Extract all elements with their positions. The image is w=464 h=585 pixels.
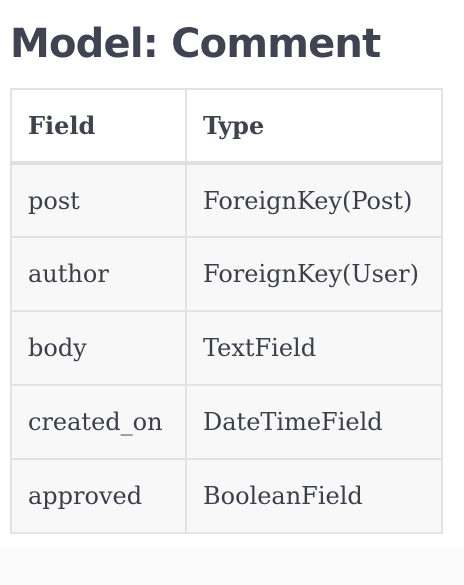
field-type-cell: BooleanField	[185, 458, 443, 534]
field-type-cell: TextField	[185, 310, 443, 386]
field-type-cell: ForeignKey(User)	[185, 236, 443, 312]
model-fields-table: Field Type post ForeignKey(Post) author …	[10, 88, 443, 534]
table-row: created_on DateTimeField	[10, 384, 443, 460]
field-name-cell: body	[10, 310, 187, 386]
field-name-cell: approved	[10, 458, 187, 534]
field-type-cell: ForeignKey(Post)	[185, 162, 443, 238]
table-row: author ForeignKey(User)	[10, 236, 443, 312]
table-row: body TextField	[10, 310, 443, 386]
field-name-cell: created_on	[10, 384, 187, 460]
column-header-type: Type	[185, 88, 443, 165]
table-row: post ForeignKey(Post)	[10, 162, 443, 238]
table-header-row: Field Type	[10, 88, 443, 165]
field-name-cell: post	[10, 162, 187, 238]
field-type-cell: DateTimeField	[185, 384, 443, 460]
page-title: Model: Comment	[10, 21, 381, 67]
field-name-cell: author	[10, 236, 187, 312]
page-footer-area	[0, 548, 464, 585]
column-header-field: Field	[10, 88, 187, 165]
table-row: approved BooleanField	[10, 458, 443, 534]
